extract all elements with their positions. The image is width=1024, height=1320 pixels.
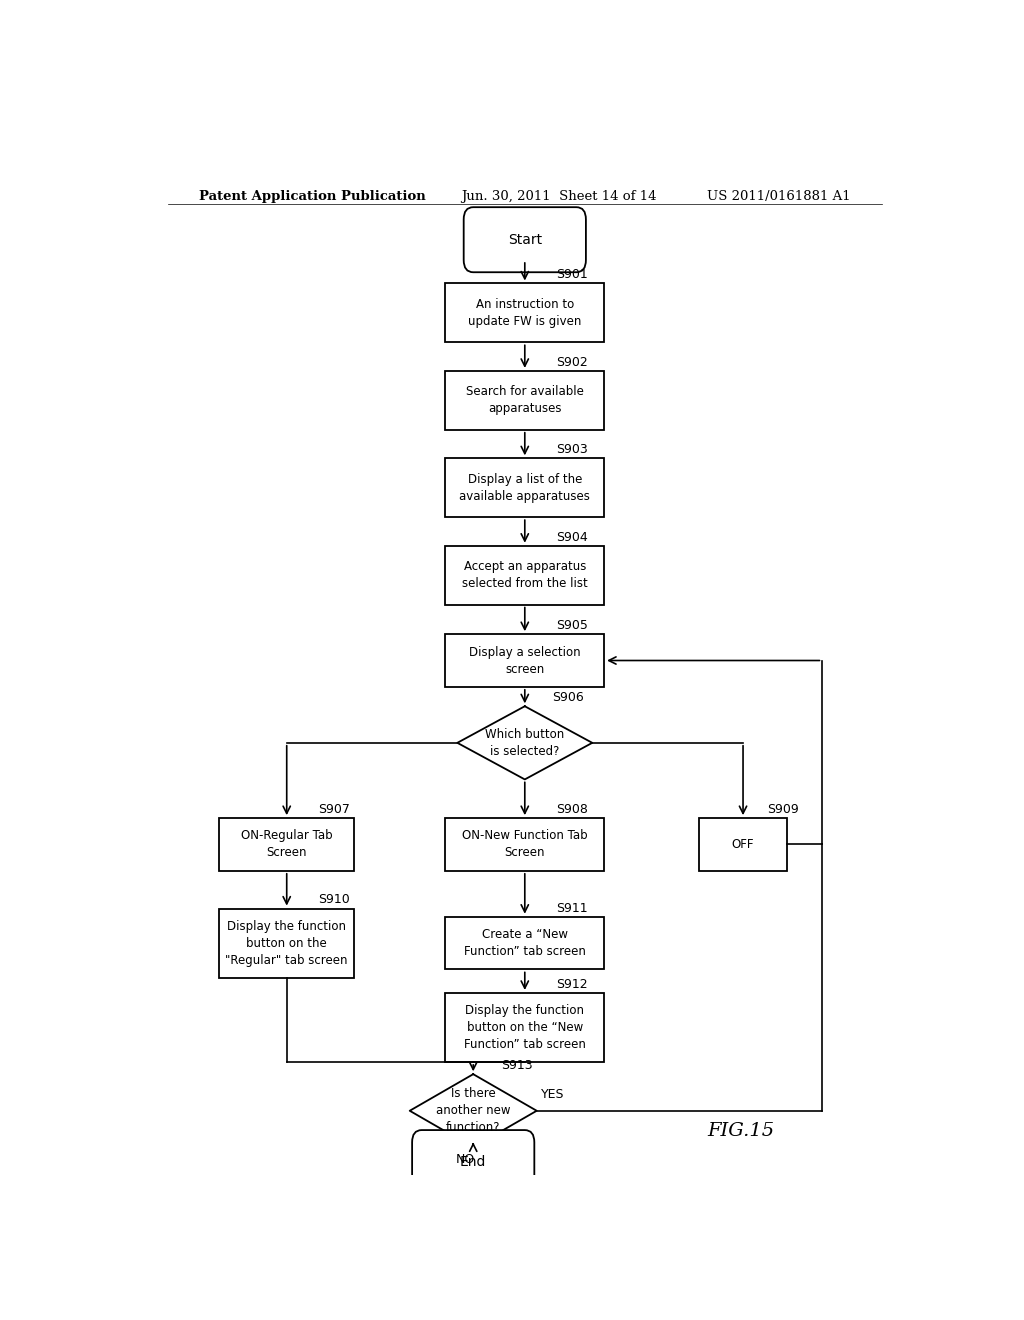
- Text: S906: S906: [553, 692, 585, 704]
- Text: FIG.15: FIG.15: [708, 1122, 774, 1140]
- Text: End: End: [460, 1155, 486, 1168]
- Bar: [445, 284, 604, 342]
- Bar: [445, 371, 604, 430]
- Text: ON-New Function Tab
Screen: ON-New Function Tab Screen: [462, 829, 588, 859]
- Text: S908: S908: [557, 803, 589, 816]
- Bar: [445, 458, 604, 517]
- Text: S912: S912: [557, 978, 588, 991]
- Bar: [219, 908, 354, 978]
- Bar: [699, 818, 786, 871]
- Text: Display a list of the
available apparatuses: Display a list of the available apparatu…: [460, 473, 590, 503]
- FancyBboxPatch shape: [464, 207, 586, 272]
- Text: YES: YES: [542, 1088, 565, 1101]
- Text: Accept an apparatus
selected from the list: Accept an apparatus selected from the li…: [462, 560, 588, 590]
- Polygon shape: [458, 706, 592, 779]
- Text: NO: NO: [456, 1154, 475, 1167]
- Text: Display the function
button on the
"Regular" tab screen: Display the function button on the "Regu…: [225, 920, 348, 966]
- Text: S909: S909: [767, 803, 799, 816]
- Text: S905: S905: [557, 619, 589, 632]
- Bar: [445, 545, 604, 605]
- Text: Create a “New
Function” tab screen: Create a “New Function” tab screen: [464, 928, 586, 958]
- Bar: [445, 993, 604, 1063]
- Text: S910: S910: [318, 894, 350, 907]
- Text: S903: S903: [557, 444, 589, 457]
- Text: An instruction to
update FW is given: An instruction to update FW is given: [468, 298, 582, 327]
- Bar: [445, 634, 604, 686]
- Text: S902: S902: [557, 356, 589, 368]
- Text: Patent Application Publication: Patent Application Publication: [200, 190, 426, 202]
- Text: Start: Start: [508, 232, 542, 247]
- Bar: [219, 818, 354, 871]
- Bar: [445, 818, 604, 871]
- Text: Search for available
apparatuses: Search for available apparatuses: [466, 385, 584, 416]
- Bar: [445, 916, 604, 969]
- Text: Display a selection
screen: Display a selection screen: [469, 645, 581, 676]
- Text: S901: S901: [557, 268, 589, 281]
- Text: US 2011/0161881 A1: US 2011/0161881 A1: [708, 190, 851, 202]
- Text: Display the function
button on the “New
Function” tab screen: Display the function button on the “New …: [464, 1005, 586, 1051]
- Text: Jun. 30, 2011  Sheet 14 of 14: Jun. 30, 2011 Sheet 14 of 14: [461, 190, 656, 202]
- Text: S911: S911: [557, 902, 588, 915]
- Text: OFF: OFF: [732, 838, 755, 851]
- FancyBboxPatch shape: [412, 1130, 535, 1193]
- Polygon shape: [410, 1074, 537, 1147]
- Text: S907: S907: [318, 803, 350, 816]
- Text: ON-Regular Tab
Screen: ON-Regular Tab Screen: [241, 829, 333, 859]
- Text: S913: S913: [501, 1059, 532, 1072]
- Text: Which button
is selected?: Which button is selected?: [485, 727, 564, 758]
- Text: S904: S904: [557, 531, 589, 544]
- Text: Is there
another new
function?: Is there another new function?: [436, 1088, 511, 1134]
